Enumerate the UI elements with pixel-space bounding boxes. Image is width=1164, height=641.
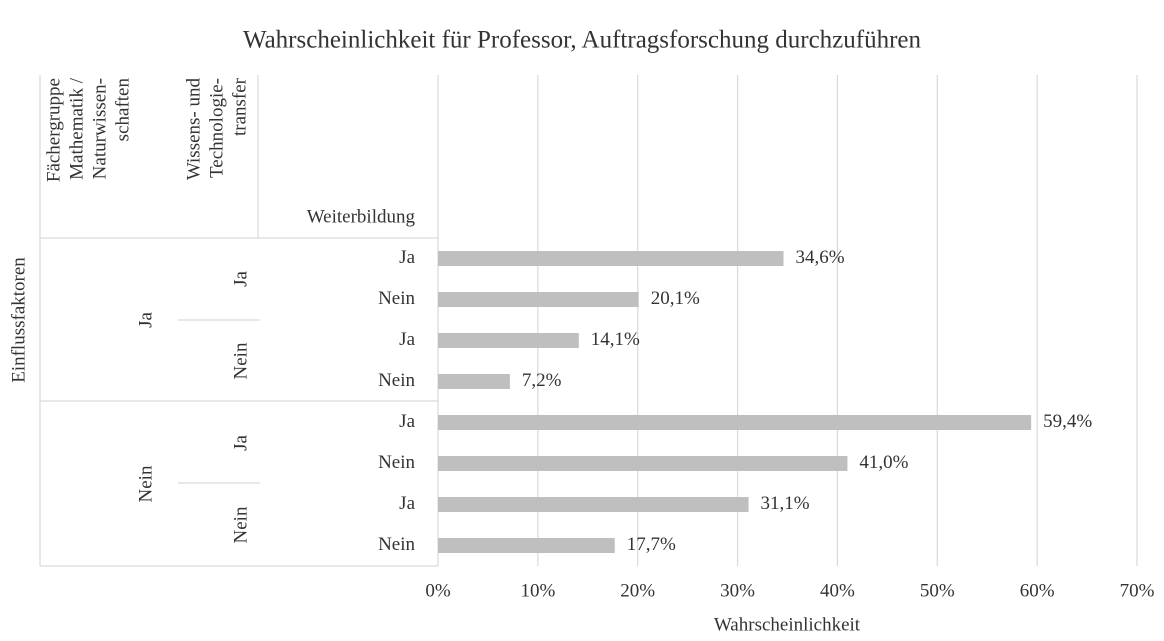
bar	[438, 333, 579, 348]
x-tick-label: 0%	[425, 580, 451, 601]
y-tick-label: Nein	[378, 534, 415, 555]
group-label: Nein	[135, 465, 156, 502]
level-header: Technologie-	[206, 78, 227, 178]
y-tick-label: Ja	[399, 411, 415, 432]
x-tick-label: 70%	[1120, 580, 1155, 601]
bar	[438, 292, 639, 307]
x-tick-label: 60%	[1020, 580, 1055, 601]
value-label: 59,4%	[1043, 411, 1092, 432]
group-label: Ja	[230, 435, 251, 451]
level-header: transfer	[229, 77, 250, 136]
y-tick-label: Nein	[378, 370, 415, 391]
x-tick-label: 10%	[520, 580, 555, 601]
group-label: Nein	[230, 506, 251, 543]
value-label: 31,1%	[761, 493, 810, 514]
y-tick-label: Nein	[378, 452, 415, 473]
bar	[438, 456, 848, 471]
value-label: 17,7%	[627, 534, 676, 555]
x-tick-label: 50%	[920, 580, 955, 601]
bar	[438, 374, 510, 389]
y-tick-label: Ja	[399, 329, 415, 350]
y-tick-label: Nein	[378, 288, 415, 309]
bar	[438, 415, 1032, 430]
value-label: 14,1%	[591, 329, 640, 350]
level-header: Weiterbildung	[307, 206, 416, 227]
group-label: Ja	[230, 271, 251, 287]
level-header: Naturwissen-	[89, 78, 110, 179]
value-label: 34,6%	[796, 247, 845, 268]
value-label: 41,0%	[859, 452, 908, 473]
x-tick-label: 30%	[720, 580, 755, 601]
level-header: Wissens- und	[183, 78, 204, 181]
x-tick-label: 40%	[820, 580, 855, 601]
x-tick-label: 20%	[620, 580, 655, 601]
x-axis-title: Wahrscheinlichkeit	[714, 614, 861, 635]
y-tick-label: Ja	[399, 493, 415, 514]
level-header: Mathematik /	[66, 77, 87, 180]
table-lines	[39, 75, 438, 567]
bar	[438, 538, 615, 553]
level-header: schaften	[112, 78, 133, 142]
bar	[438, 497, 749, 512]
level-header: Fächergruppe	[43, 78, 64, 182]
bar	[438, 251, 784, 266]
value-label: 7,2%	[522, 370, 562, 391]
value-label: 20,1%	[651, 288, 700, 309]
y-axis-title: Einflussfaktoren	[8, 257, 29, 383]
group-label: Ja	[135, 312, 156, 328]
chart-title: Wahrscheinlichkeit für Professor, Auftra…	[243, 27, 922, 54]
y-tick-label: Ja	[399, 247, 415, 268]
group-label: Nein	[230, 342, 251, 379]
